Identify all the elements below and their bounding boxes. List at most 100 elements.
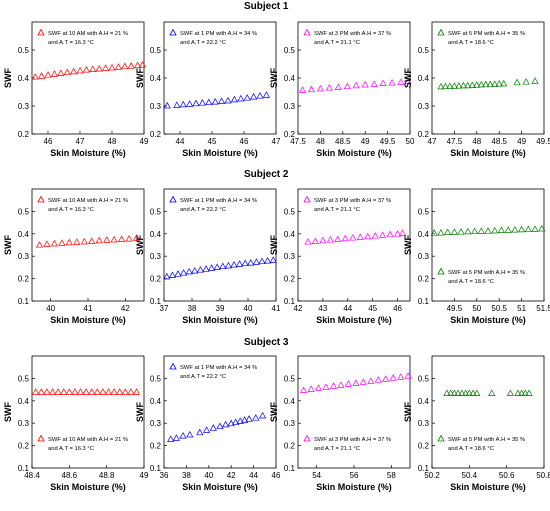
x-axis-label: Skin Moisture (%) xyxy=(450,315,526,325)
data-point xyxy=(196,428,204,436)
data-point xyxy=(205,98,213,106)
data-point xyxy=(359,378,367,385)
data-point xyxy=(404,77,412,85)
data-point xyxy=(444,228,452,235)
y-tick-label: 0.1 xyxy=(150,464,162,473)
legend-label: SWF at 10 AM with A.H = 21 % xyxy=(48,198,128,204)
x-tick-label: 54 xyxy=(312,471,321,480)
legend-label: SWF at 5 PM with A.H = 35 % xyxy=(448,437,525,443)
data-point xyxy=(364,232,372,240)
x-tick-label: 48.8 xyxy=(99,471,115,480)
data-point xyxy=(237,94,245,102)
data-point xyxy=(430,229,438,236)
data-point xyxy=(471,227,479,235)
data-point xyxy=(455,82,463,89)
data-point xyxy=(76,388,85,395)
y-tick-label: 0.2 xyxy=(418,442,430,451)
data-point xyxy=(491,226,499,234)
chart-panel-5: 0.1 0.2 0.3 0.4 0.5 40 41 42 Skin Moisture (%) SW… xyxy=(3,188,145,325)
data-point xyxy=(99,388,107,395)
data-point xyxy=(82,66,90,73)
x-tick-label: 48.6 xyxy=(62,471,78,480)
x-tick-label: 49.5 xyxy=(380,137,396,146)
data-point xyxy=(44,71,52,78)
data-point xyxy=(65,238,73,246)
y-axis-label: SWF xyxy=(3,235,13,255)
data-point xyxy=(121,62,129,70)
data-point xyxy=(329,382,338,389)
data-point xyxy=(394,230,402,237)
data-point xyxy=(236,417,244,424)
legend-label: SWF at 3 PM with A.H = 37 % xyxy=(314,31,391,37)
y-axis-label: SWF xyxy=(269,68,279,88)
data-point xyxy=(118,235,126,242)
data-point xyxy=(203,426,211,433)
data-point xyxy=(71,388,79,395)
y-tick-label: 0.4 xyxy=(418,74,430,83)
y-tick-label: 0.1 xyxy=(284,464,296,473)
data-point xyxy=(473,389,481,396)
data-point xyxy=(337,381,345,388)
data-point xyxy=(247,258,255,266)
data-point xyxy=(132,388,141,395)
data-point xyxy=(241,416,249,423)
chart-panel-10: 0.1 0.2 0.3 0.4 0.5 36 38 40 42 44 46 Skin Moisture… xyxy=(135,355,281,492)
data-point xyxy=(514,389,522,396)
data-point xyxy=(521,389,529,396)
chart-panel-11: 0.1 0.2 0.3 0.4 0.5 54 56 58 Skin Moisture (%) SW… xyxy=(269,355,412,492)
data-point xyxy=(322,383,330,390)
data-point xyxy=(459,81,467,89)
x-tick-label: 45 xyxy=(208,137,217,146)
y-tick-label: 0.3 xyxy=(18,252,30,261)
y-tick-label: 0.3 xyxy=(284,419,296,428)
y-tick-label: 0.3 xyxy=(418,419,430,428)
data-point xyxy=(127,62,135,69)
data-point xyxy=(404,372,412,379)
x-tick-label: 40 xyxy=(204,471,213,480)
legend-marker xyxy=(37,195,45,203)
data-point xyxy=(370,80,378,87)
data-point xyxy=(208,264,216,271)
legend-label: SWF at 1 PM with A.H = 34 % xyxy=(180,365,257,371)
subject-3-title: Subject 3 xyxy=(244,337,289,348)
data-point xyxy=(116,388,124,395)
data-point xyxy=(218,97,226,104)
data-point xyxy=(352,379,360,386)
subject-2-title: Subject 2 xyxy=(244,169,289,180)
x-tick-label: 49.5 xyxy=(447,304,463,313)
legend-marker xyxy=(37,28,45,36)
data-point xyxy=(469,389,477,396)
data-point xyxy=(173,101,181,108)
legend-label: and A.T = 22.2 °C xyxy=(180,40,226,46)
data-point xyxy=(224,96,232,104)
data-point xyxy=(63,68,71,76)
data-point xyxy=(114,63,122,70)
y-tick-label: 0.2 xyxy=(418,130,430,139)
x-axis-label: Skin Moisture (%) xyxy=(182,315,258,325)
data-point xyxy=(191,266,199,274)
x-tick-label: 50 xyxy=(406,137,415,146)
legend-marker xyxy=(437,28,445,36)
chart-panel-8: 0.1 0.2 0.3 0.4 0.5 49.5 50 50.5 51 51.5 Skin Mois… xyxy=(403,188,550,325)
x-tick-label: 40 xyxy=(46,304,55,313)
data-point xyxy=(269,256,277,263)
data-point xyxy=(32,388,40,395)
data-point xyxy=(316,84,324,92)
data-point xyxy=(102,64,110,71)
data-point xyxy=(495,80,503,87)
plot-frame xyxy=(297,188,411,302)
y-tick-label: 0.4 xyxy=(150,230,162,239)
data-point xyxy=(108,63,116,71)
y-tick-label: 0.4 xyxy=(150,74,162,83)
data-point xyxy=(31,73,39,80)
x-tick-label: 49 xyxy=(361,137,370,146)
legend-label: and A.T = 18.6 °C xyxy=(448,40,494,46)
legend-label: and A.T = 22.2 °C xyxy=(180,374,226,380)
data-point xyxy=(525,389,533,396)
data-point xyxy=(311,237,319,244)
y-tick-label: 0.4 xyxy=(18,397,30,406)
x-tick-label: 45 xyxy=(368,304,377,313)
data-point xyxy=(441,82,449,90)
legend-label: and A.T = 18.6 °C xyxy=(448,446,494,452)
data-point xyxy=(506,389,514,396)
